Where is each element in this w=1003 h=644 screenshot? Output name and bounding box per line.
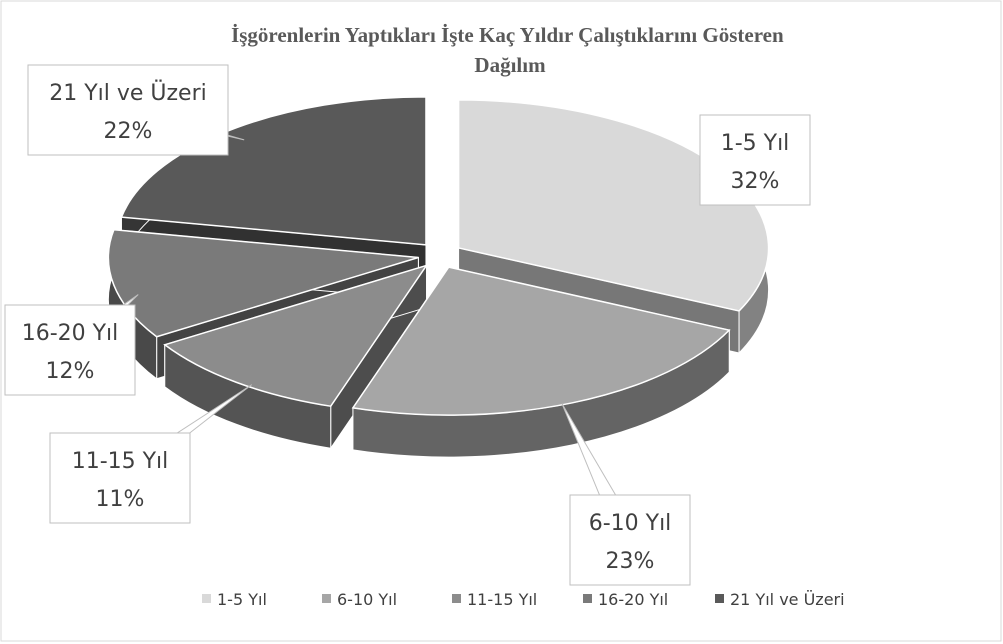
label-box bbox=[49, 432, 191, 524]
legend-label: 1-5 Yıl bbox=[217, 590, 267, 609]
legend-label: 11-15 Yıl bbox=[467, 590, 537, 609]
legend-swatch bbox=[202, 594, 211, 603]
legend-swatch bbox=[322, 594, 331, 603]
title-line: Dağılım bbox=[474, 53, 546, 77]
slice-top bbox=[163, 264, 429, 407]
legend-label: 6-10 Yıl bbox=[337, 590, 397, 609]
pie-slice bbox=[163, 263, 429, 450]
label-value: 23% bbox=[606, 549, 655, 574]
label-value: 12% bbox=[46, 359, 95, 384]
slice-top bbox=[351, 266, 731, 416]
legend-swatch bbox=[583, 594, 592, 603]
chart-title: İşgörenlerin Yaptıkları İşte Kaç Yıldır … bbox=[231, 23, 789, 77]
label-category: 21 Yıl ve Üzeri bbox=[49, 80, 207, 106]
label-box bbox=[27, 64, 229, 156]
label-category: 16-20 Yıl bbox=[22, 321, 119, 346]
slice-top bbox=[107, 228, 419, 338]
label-box bbox=[4, 304, 136, 396]
label-category: 6-10 Yıl bbox=[589, 511, 672, 536]
label-value: 11% bbox=[96, 487, 145, 512]
title-line: İşgörenlerin Yaptıkları İşte Kaç Yıldır … bbox=[231, 23, 784, 47]
pie-slice bbox=[351, 265, 731, 458]
label-category: 1-5 Yıl bbox=[721, 131, 790, 156]
label-box bbox=[569, 494, 691, 586]
label-category: 11-15 Yıl bbox=[72, 449, 169, 474]
label-value: 22% bbox=[104, 119, 153, 144]
label-box bbox=[699, 114, 811, 206]
label-value: 32% bbox=[731, 169, 780, 194]
legend-label: 21 Yıl ve Üzeri bbox=[730, 590, 845, 609]
legend-swatch bbox=[452, 594, 461, 603]
legend-label: 16-20 Yıl bbox=[598, 590, 668, 609]
legend-swatch bbox=[715, 594, 724, 603]
